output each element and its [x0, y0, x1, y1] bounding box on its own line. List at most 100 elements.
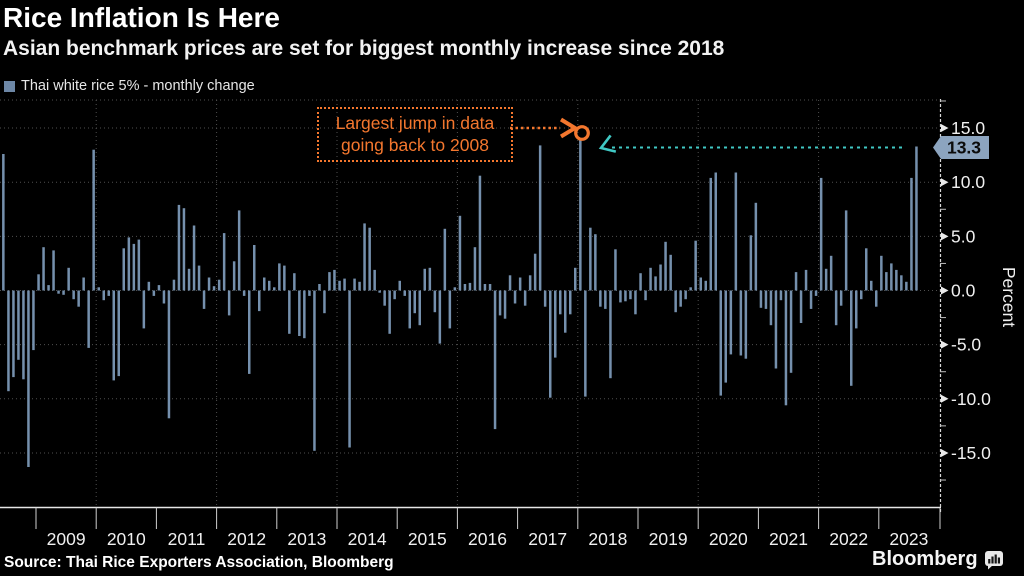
bar-2022-01: [819, 177, 823, 291]
bar-2020-11: [749, 235, 753, 291]
year-label-2017: 2017: [528, 529, 567, 549]
year-label-2016: 2016: [468, 529, 507, 549]
bar-2017-02: [523, 290, 527, 306]
y-tick-label--5.0: -5.0: [951, 335, 981, 355]
bar-2010-08: [132, 243, 136, 291]
bar-2013-01: [278, 263, 281, 291]
year-label-2014: 2014: [348, 529, 387, 549]
bloomberg-chart-bubble-icon: [984, 550, 1003, 569]
bar-2019-07: [669, 254, 672, 291]
bar-2017-05: [538, 145, 542, 291]
bar-2023-06: [905, 281, 908, 291]
bar-2019-06: [664, 241, 667, 291]
bar-2011-11: [207, 277, 211, 291]
bar-2012-12: [273, 287, 276, 291]
bar-2018-02: [584, 290, 587, 397]
bar-2018-12: [634, 290, 637, 315]
bar-2022-12: [875, 290, 878, 307]
year-label-2018: 2018: [588, 529, 627, 549]
bar-2011-05: [177, 204, 181, 291]
bar-2013-12: [333, 269, 336, 291]
bar-2021-11: [809, 290, 813, 309]
bar-2021-01: [759, 290, 763, 308]
bar-2010-09: [137, 239, 141, 291]
y-tick-label-15.0: 15.0: [951, 118, 985, 138]
bar-2020-09: [739, 290, 743, 356]
bar-2021-09: [799, 290, 803, 323]
bar-2019-01: [639, 273, 642, 291]
bar-2019-05: [659, 264, 662, 291]
y-major-tick-arrow-15: [941, 124, 949, 133]
bar-2020-04: [714, 172, 717, 291]
year-label-2022: 2022: [829, 529, 868, 549]
bar-2015-06: [423, 268, 426, 291]
bar-2016-01: [458, 215, 462, 291]
bar-2014-06: [363, 223, 366, 291]
y-major-tick-arrow-10: [941, 178, 949, 187]
bar-2009-05: [57, 290, 60, 294]
bar-2009-08: [72, 290, 75, 300]
bar-2012-06: [242, 290, 246, 296]
bar-2021-02: [764, 290, 768, 309]
bar-2013-04: [293, 273, 296, 291]
bar-2017-06: [543, 290, 547, 307]
bar-2018-06: [604, 290, 607, 309]
y-tick-label-0.0: 0.0: [951, 281, 976, 301]
bar-2010-03: [107, 290, 110, 296]
bar-2012-07: [248, 290, 251, 374]
bar-2020-08: [734, 172, 738, 291]
bar-2020-10: [744, 290, 748, 359]
bar-2018-09: [619, 290, 622, 303]
bar-2009-06: [62, 290, 65, 295]
bar-2018-11: [629, 290, 632, 300]
bar-2010-02: [102, 290, 105, 301]
y-major-tick-arrow-5: [941, 232, 949, 241]
bar-2022-06: [844, 210, 848, 291]
bar-2018-08: [614, 249, 617, 291]
bar-2011-04: [172, 279, 176, 291]
brand-logo: Bloomberg: [872, 548, 1004, 571]
bar-2016-08: [493, 290, 497, 430]
bar-2013-03: [288, 290, 291, 334]
bar-2012-05: [237, 210, 241, 291]
annotation-line2: going back to 2008: [341, 135, 489, 156]
bar-2021-06: [784, 290, 788, 406]
bar-2009-12: [92, 149, 95, 291]
bar-2011-02: [162, 290, 166, 304]
bar-2008-10: [22, 290, 25, 380]
bar-2020-06: [724, 290, 727, 383]
peak-annotation-marker: [510, 117, 590, 141]
bar-2020-01: [699, 277, 702, 291]
bar-2017-03: [528, 275, 532, 291]
bar-2010-07: [127, 237, 131, 291]
bar-2011-09: [197, 265, 201, 291]
bar-2019-09: [679, 290, 682, 307]
bar-2011-06: [182, 208, 186, 291]
bar-2008-08: [12, 290, 15, 378]
bar-2022-02: [824, 268, 828, 291]
bar-2017-12: [574, 267, 577, 291]
y-tick-label--15.0: -15.0: [951, 443, 991, 463]
bar-2020-05: [719, 290, 722, 396]
bar-2018-01: [579, 140, 582, 291]
cyan-comparison-arrow: [598, 134, 902, 153]
bar-2015-08: [433, 290, 437, 313]
bar-2020-07: [729, 290, 733, 355]
bar-2019-04: [654, 276, 657, 291]
bar-2012-01: [217, 279, 221, 291]
bar-2015-01: [398, 280, 401, 291]
bar-2014-04: [353, 278, 356, 291]
bar-2011-07: [187, 268, 191, 291]
bar-2023-08: [915, 146, 918, 291]
bar-2016-10: [503, 290, 507, 319]
bar-2010-10: [142, 290, 146, 329]
bar-2008-09: [17, 290, 20, 360]
bar-2012-04: [232, 261, 236, 291]
bar-2009-01: [37, 274, 40, 291]
bar-2015-12: [453, 287, 457, 291]
bar-2011-03: [167, 290, 171, 419]
flag-value: 13.3: [947, 138, 981, 158]
bar-2017-04: [533, 253, 537, 291]
bar-2023-05: [900, 275, 903, 291]
